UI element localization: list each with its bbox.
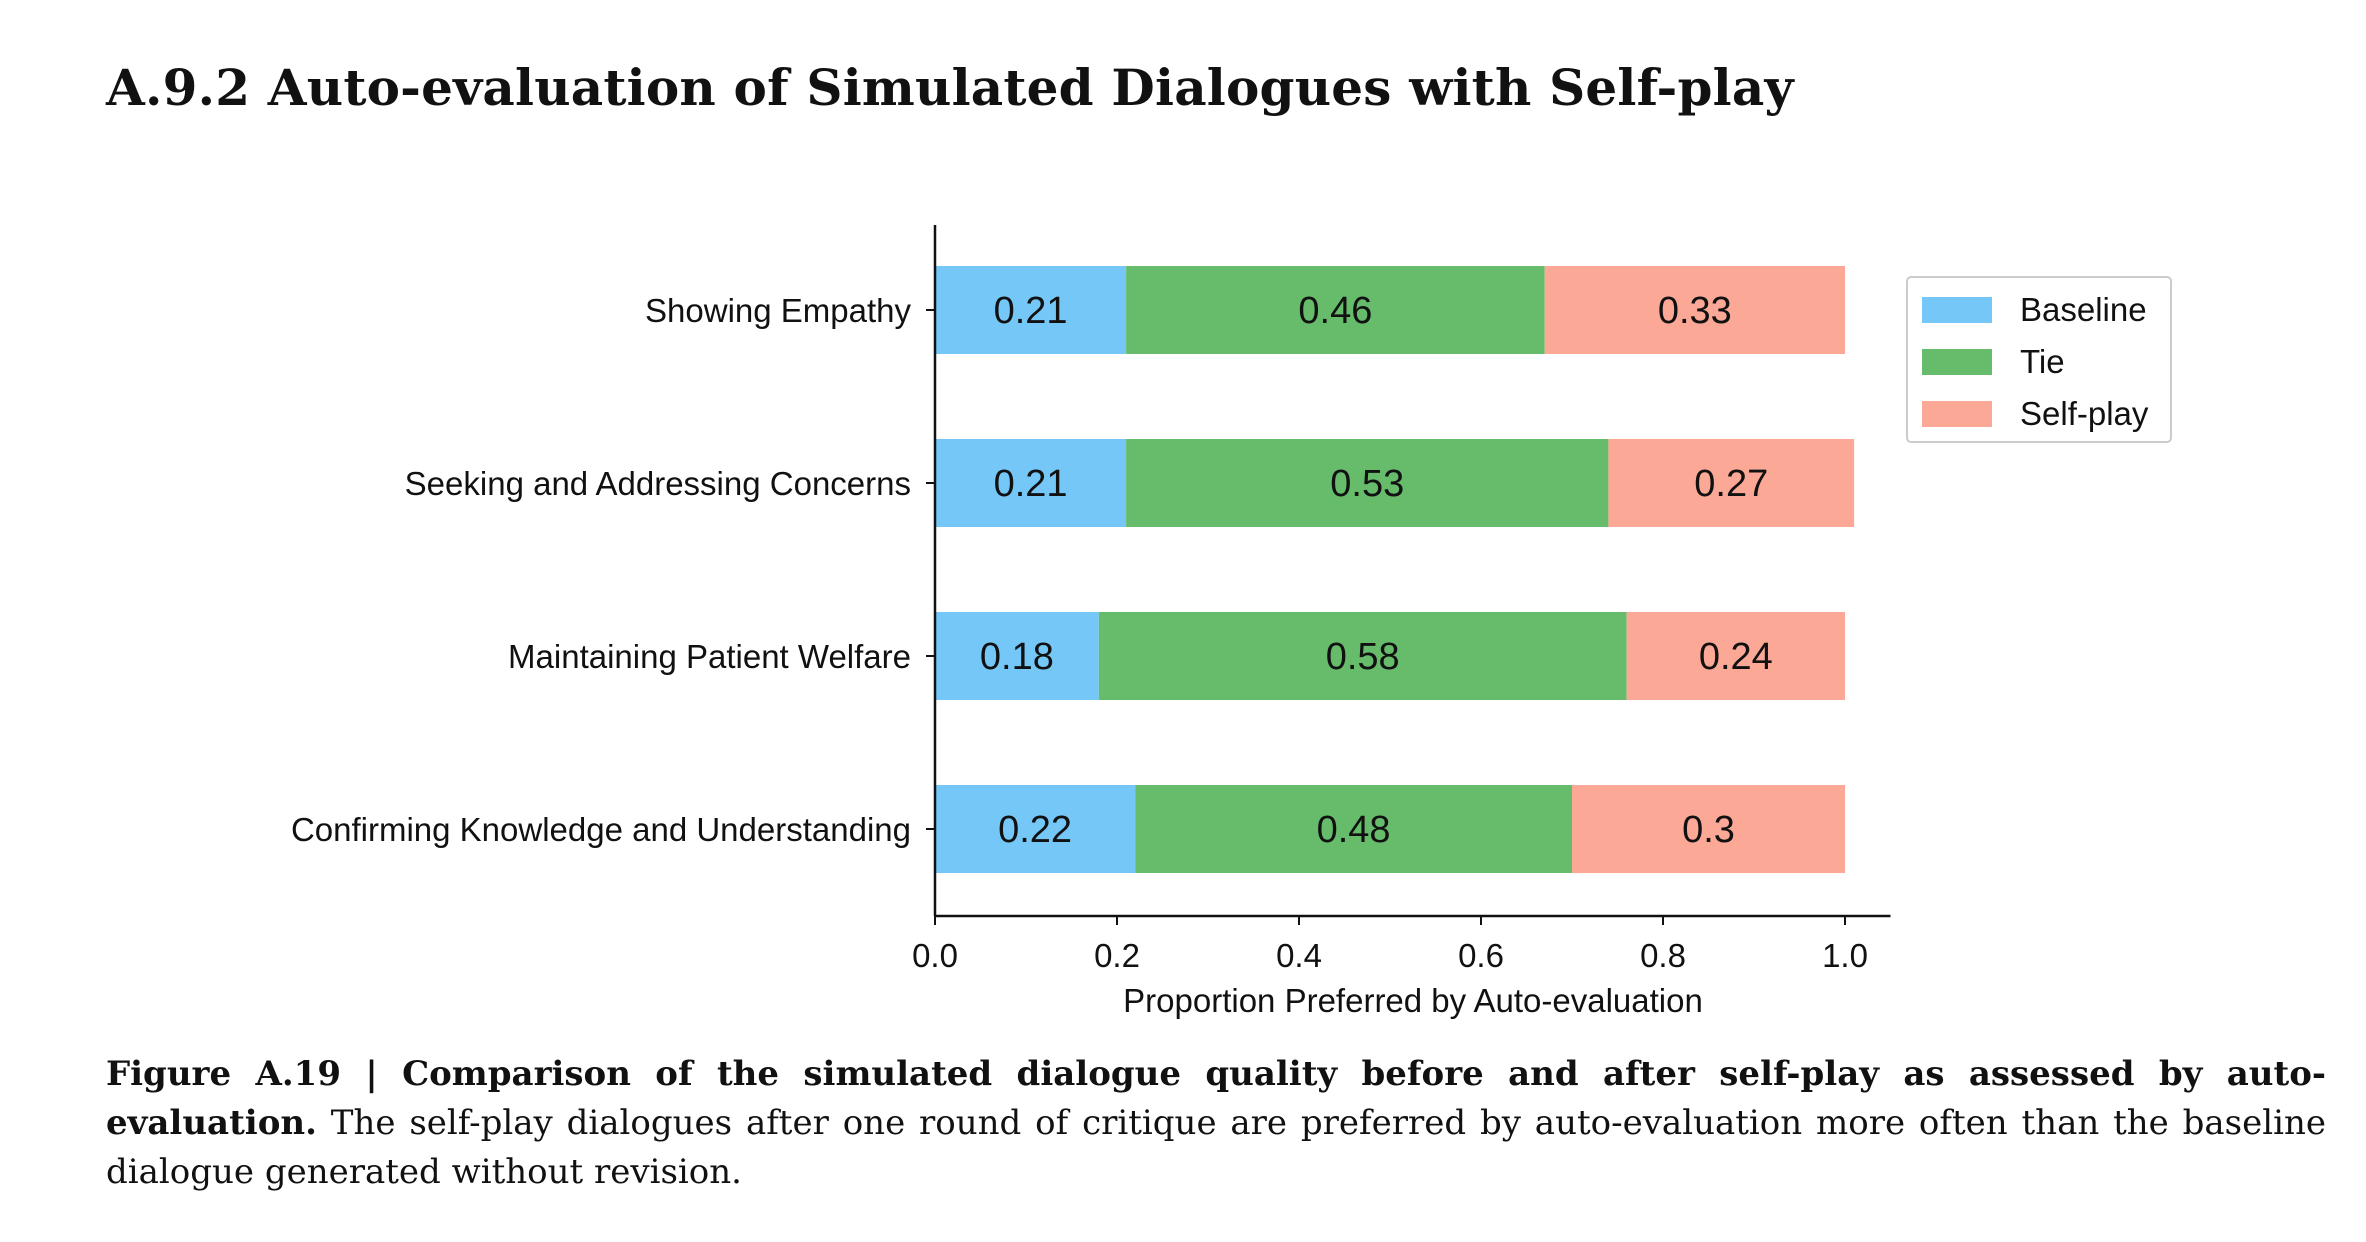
bar-value-label: 0.22 <box>998 809 1072 851</box>
x-tick-label: 0.8 <box>1640 937 1686 974</box>
bar-tie-2 <box>1126 439 1609 527</box>
bar-value-label: 0.48 <box>1317 809 1391 851</box>
bar-baseline-4 <box>935 785 1136 873</box>
legend-swatch-baseline <box>1922 297 1992 323</box>
y-tick-label: Showing Empathy <box>645 292 911 329</box>
x-tick-label: 1.0 <box>1822 937 1868 974</box>
legend-label: Tie <box>2020 343 2065 380</box>
legend-swatch-self-play <box>1922 401 1992 427</box>
y-tick-label: Confirming Knowledge and Understanding <box>291 811 911 848</box>
bar-value-label: 0.27 <box>1694 463 1768 505</box>
y-tick-label: Seeking and Addressing Concerns <box>405 465 911 502</box>
bar-tie-4 <box>1135 785 1572 873</box>
bar-value-label: 0.18 <box>980 636 1054 678</box>
bar-tie-3 <box>1098 612 1627 700</box>
bar-baseline-3 <box>935 612 1099 700</box>
bar-self-play-1 <box>1544 266 1845 354</box>
x-tick-label: 0.0 <box>912 937 958 974</box>
legend-label: Baseline <box>2020 291 2147 328</box>
legend-label: Self-play <box>2020 395 2149 432</box>
bar-group: 0.21 0.46 0.33 0.21 0.53 0.27 0.18 0.58 0.24 0.22… <box>935 266 1855 873</box>
x-tick-label: 0.2 <box>1094 937 1140 974</box>
legend: Baseline Tie Self-play <box>1906 276 2172 443</box>
caption-text: The self-play dialogues after one round … <box>106 1103 2326 1192</box>
caption-figure-label: Figure A.19 | Comparison of the simulate… <box>106 1054 2326 1143</box>
bar-value-label: 0.24 <box>1699 636 1773 678</box>
bar-value-label: 0.53 <box>1330 463 1404 505</box>
bar-value-label: 0.58 <box>1326 636 1400 678</box>
x-tick-label: 0.4 <box>1276 937 1322 974</box>
bar-self-play-2 <box>1608 439 1855 527</box>
bar-value-label: 0.21 <box>994 463 1068 505</box>
bar-self-play-3 <box>1626 612 1845 700</box>
bar-baseline-1 <box>935 266 1127 354</box>
stacked-bar-chart: 0.21 0.46 0.33 0.21 0.53 0.27 0.18 0.58 0.24 0.22… <box>291 225 2172 1019</box>
bar-value-label: 0.33 <box>1658 290 1732 332</box>
bar-baseline-2 <box>935 439 1127 527</box>
x-axis-label: Proportion Preferred by Auto-evaluation <box>1123 982 1703 1019</box>
y-tick-label: Maintaining Patient Welfare <box>508 638 911 675</box>
bar-value-label: 0.21 <box>994 290 1068 332</box>
bar-tie-1 <box>1126 266 1545 354</box>
section-title: A.9.2 Auto-evaluation of Simulated Dialo… <box>106 58 1794 117</box>
axes: Showing Empathy Seeking and Addressing Co… <box>291 225 1891 974</box>
bar-self-play-4 <box>1572 785 1845 873</box>
bar-value-label: 0.3 <box>1682 809 1735 851</box>
x-tick-label: 0.6 <box>1458 937 1504 974</box>
figure-caption: Figure A.19 | Comparison of the simulate… <box>106 1050 2326 1197</box>
bar-value-label: 0.46 <box>1298 290 1372 332</box>
legend-swatch-tie <box>1922 349 1992 375</box>
